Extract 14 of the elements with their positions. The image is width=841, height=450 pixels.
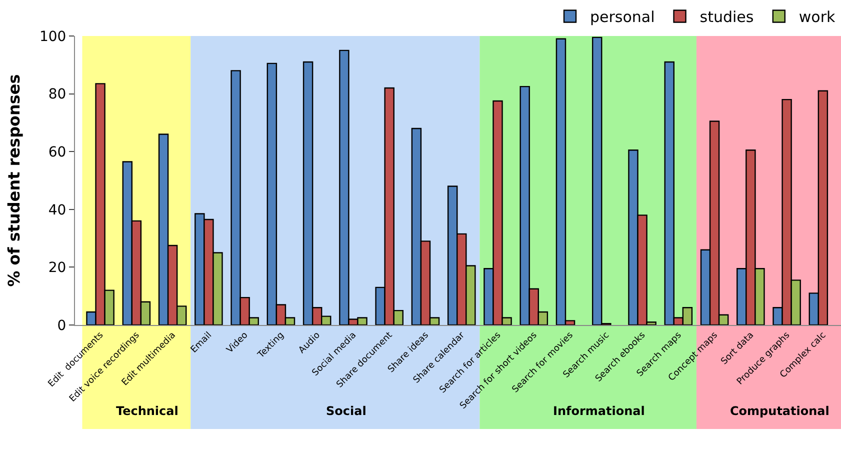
y-tick-label: 100 bbox=[39, 28, 66, 45]
band-label: Technical bbox=[116, 404, 178, 418]
y-tick-label: 0 bbox=[57, 318, 66, 334]
y-tick-label: 20 bbox=[48, 260, 66, 276]
y-tick-label: 60 bbox=[48, 144, 66, 160]
band-label: Informational bbox=[553, 404, 645, 418]
y-tick-label: 40 bbox=[48, 202, 66, 218]
legend-label: studies bbox=[700, 8, 754, 26]
y-axis-title: % of student responses bbox=[4, 74, 24, 287]
band-label: Computational bbox=[730, 404, 830, 418]
band-label: Social bbox=[326, 404, 366, 418]
legend-label: work bbox=[798, 8, 836, 26]
y-tick-label: 80 bbox=[48, 86, 66, 103]
legend-label: personal bbox=[590, 8, 655, 26]
